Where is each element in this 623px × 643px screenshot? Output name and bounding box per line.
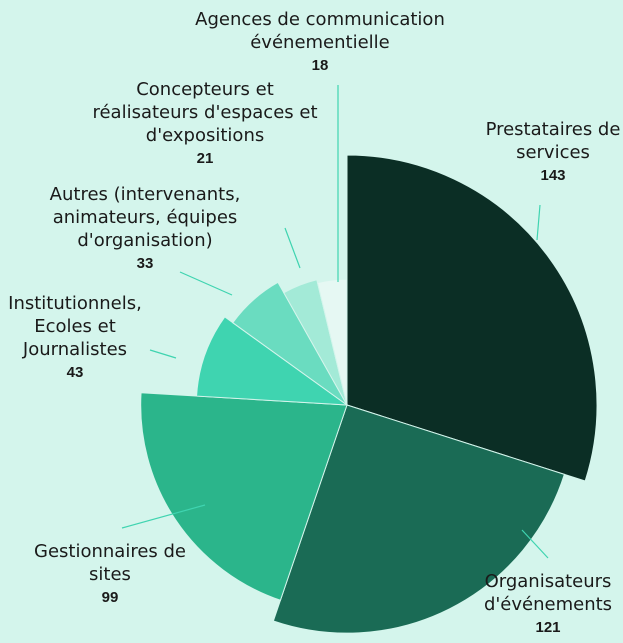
slice-label: Gestionnaires de sites 99 (25, 540, 195, 609)
slice-label: Prestataires de services 143 (483, 118, 623, 187)
slice (316, 278, 348, 406)
slice-label: Agences de communication événementielle 1… (170, 8, 470, 77)
slice-label: Concepteurs et réalisateurs d'espaces et… (85, 78, 325, 170)
leader-line (536, 204, 541, 241)
leader-line (179, 271, 233, 296)
value-label: 99 (101, 589, 119, 606)
category-label: Autres (intervenants, animateurs, équipe… (49, 184, 241, 251)
value-label: 21 (196, 150, 214, 167)
value-label: 121 (535, 619, 561, 636)
slice (346, 154, 598, 482)
category-label: Prestataires de services (485, 119, 621, 163)
leader-line (521, 529, 549, 559)
category-label: Organisateurs d'événements (483, 571, 613, 615)
slice-label: Autres (intervenants, animateurs, équipe… (30, 183, 260, 275)
slice (283, 279, 348, 406)
slice (196, 316, 349, 406)
slice (232, 281, 348, 406)
leader-line (284, 227, 301, 269)
slice-label: Organisateurs d'événements 121 (473, 570, 623, 639)
category-label: Agences de communication événementielle (195, 9, 445, 53)
category-label: Institutionnels, Ecoles et Journalistes (8, 293, 142, 360)
value-label: 33 (136, 255, 154, 272)
slice (272, 404, 565, 634)
slice (140, 392, 348, 601)
leader-line (121, 504, 206, 529)
slice-label: Institutionnels, Ecoles et Journalistes 4… (0, 292, 155, 384)
value-label: 43 (66, 364, 84, 381)
leader-line (149, 349, 177, 359)
value-label: 143 (540, 167, 566, 184)
slices (140, 154, 598, 634)
category-label: Concepteurs et réalisateurs d'espaces et… (92, 79, 318, 146)
category-label: Gestionnaires de sites (34, 541, 186, 585)
value-label: 18 (311, 57, 329, 74)
